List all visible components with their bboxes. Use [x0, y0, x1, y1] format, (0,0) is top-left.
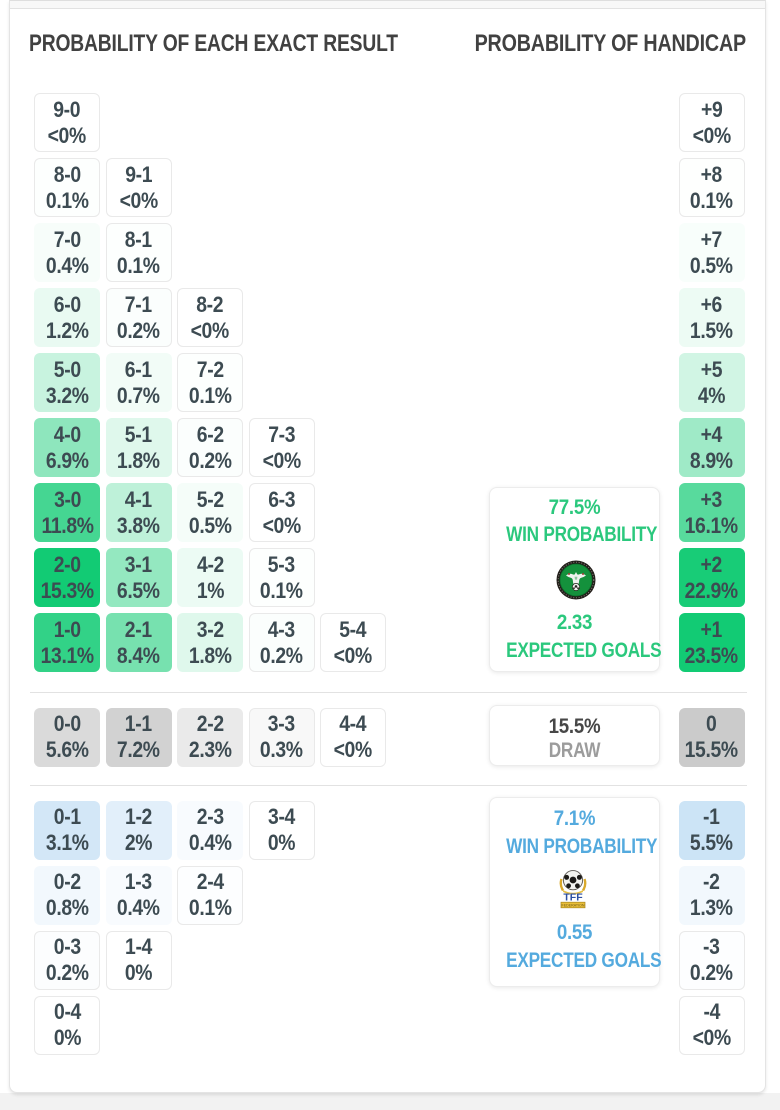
svg-text:TFF: TFF: [563, 892, 583, 904]
svg-text:FEDERATION: FEDERATION: [562, 904, 585, 908]
